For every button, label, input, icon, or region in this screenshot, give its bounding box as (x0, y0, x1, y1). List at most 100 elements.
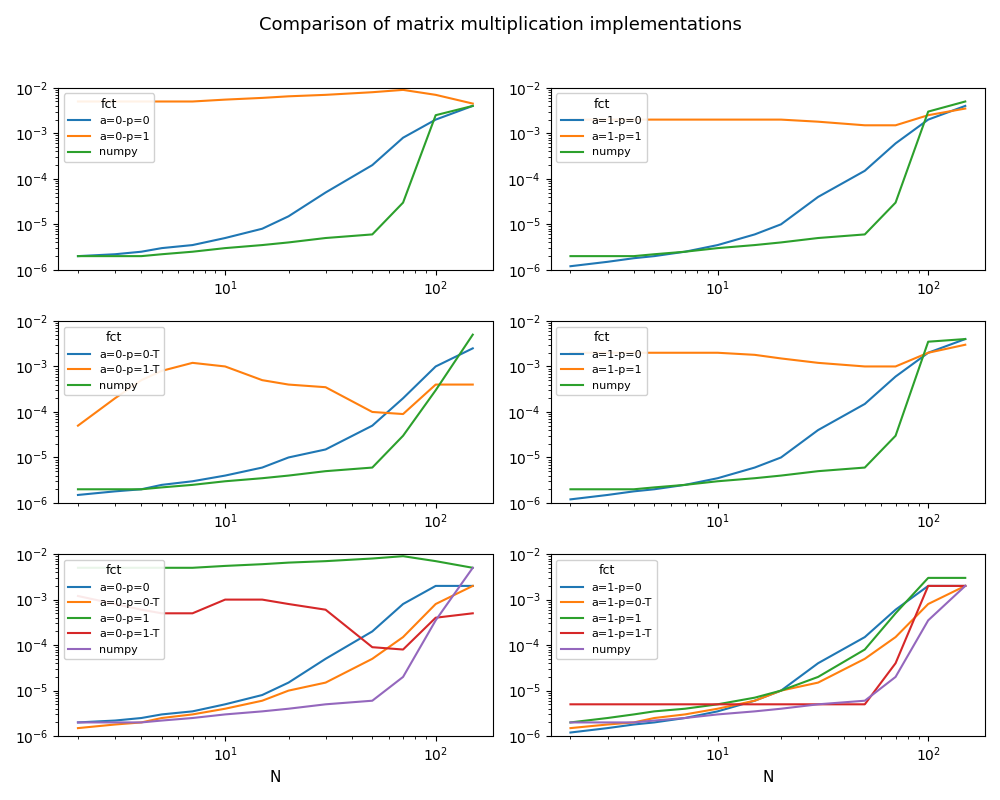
X-axis label: N: N (762, 770, 774, 785)
a=0-p=1 (397, 551, 409, 561)
Text: Comparison of matrix multiplication implementations: Comparison of matrix multiplication impl… (259, 16, 741, 34)
Line: a=0-p=1-T: a=0-p=1-T (78, 363, 473, 426)
a=0-p=0 (109, 716, 121, 726)
a=0-p=1-T (135, 375, 147, 385)
a=0-p=1 (366, 554, 378, 563)
a=1-p=0 (564, 494, 576, 504)
a=0-p=0 (256, 690, 268, 700)
a=0-p=0 (72, 251, 84, 261)
a=1-p=0-T (812, 678, 824, 687)
a=1-p=0 (922, 115, 934, 125)
a=0-p=1-T (467, 609, 479, 618)
a=1-p=0-T (564, 723, 576, 733)
X-axis label: N: N (270, 770, 281, 785)
a=1-p=1 (749, 350, 761, 360)
a=0-p=1-T (72, 421, 84, 430)
a=0-p=1 (256, 93, 268, 102)
Line: numpy: numpy (78, 568, 473, 722)
a=0-p=1-T (320, 605, 332, 614)
numpy (283, 470, 295, 480)
a=1-p=0 (712, 474, 724, 483)
a=0-p=0-T (135, 718, 147, 727)
a=0-p=0-T (366, 654, 378, 664)
a=1-p=0-T (890, 632, 902, 642)
a=0-p=1 (72, 97, 84, 106)
numpy (135, 485, 147, 494)
numpy (219, 710, 231, 719)
a=1-p=1-T (859, 699, 871, 709)
a=1-p=1 (749, 115, 761, 125)
a=0-p=0-T (283, 453, 295, 462)
numpy (320, 466, 332, 476)
a=0-p=1 (283, 558, 295, 567)
a=0-p=1-T (430, 380, 442, 390)
a=1-p=0 (602, 257, 614, 266)
a=1-p=1 (859, 121, 871, 130)
numpy (922, 337, 934, 346)
a=1-p=1-T (648, 699, 660, 709)
a=1-p=1 (648, 706, 660, 716)
a=0-p=0 (135, 714, 147, 723)
numpy (256, 240, 268, 250)
a=1-p=0 (749, 230, 761, 239)
a=1-p=0 (890, 605, 902, 614)
numpy (712, 710, 724, 719)
a=1-p=0 (628, 720, 640, 730)
numpy (602, 251, 614, 261)
a=0-p=0-T (397, 394, 409, 403)
a=0-p=1-T (156, 609, 168, 618)
a=1-p=1 (564, 718, 576, 727)
a=0-p=1 (366, 87, 378, 97)
a=0-p=1 (109, 563, 121, 573)
a=1-p=1 (564, 115, 576, 125)
a=0-p=0-T (219, 470, 231, 480)
a=1-p=1 (922, 573, 934, 582)
Line: a=1-p=0-T: a=1-p=0-T (570, 586, 965, 728)
numpy (430, 110, 442, 120)
a=0-p=0 (467, 581, 479, 590)
a=0-p=0 (219, 234, 231, 243)
a=1-p=1 (628, 115, 640, 125)
a=1-p=0 (749, 462, 761, 472)
numpy (859, 696, 871, 706)
numpy (712, 243, 724, 253)
a=1-p=0 (564, 728, 576, 738)
Line: a=1-p=0: a=1-p=0 (570, 339, 965, 499)
numpy (775, 470, 787, 480)
a=1-p=0 (628, 254, 640, 263)
a=1-p=0 (628, 486, 640, 496)
a=1-p=0 (775, 453, 787, 462)
a=0-p=0-T (187, 477, 199, 486)
a=1-p=0 (959, 101, 971, 110)
Line: a=0-p=0-T: a=0-p=0-T (78, 586, 473, 728)
numpy (959, 97, 971, 106)
numpy (109, 485, 121, 494)
a=1-p=1 (959, 573, 971, 582)
Legend: a=1-p=0, a=1-p=1, numpy: a=1-p=0, a=1-p=1, numpy (556, 94, 647, 162)
numpy (922, 615, 934, 625)
a=1-p=1 (922, 110, 934, 120)
a=0-p=1 (109, 97, 121, 106)
a=1-p=0 (922, 348, 934, 358)
a=0-p=1 (72, 563, 84, 573)
a=1-p=1 (564, 348, 576, 358)
numpy (564, 251, 576, 261)
numpy (602, 718, 614, 727)
a=1-p=1-T (628, 699, 640, 709)
a=1-p=1-T (812, 699, 824, 709)
a=1-p=1 (602, 348, 614, 358)
numpy (430, 386, 442, 395)
a=0-p=0 (256, 224, 268, 234)
numpy (628, 485, 640, 494)
a=0-p=0-T (187, 710, 199, 719)
numpy (648, 482, 660, 492)
a=1-p=1-T (712, 699, 724, 709)
Line: a=1-p=1: a=1-p=1 (570, 578, 965, 722)
Legend: a=0-p=0, a=0-p=0-T, a=0-p=1, a=0-p=1-T, numpy: a=0-p=0, a=0-p=0-T, a=0-p=1, a=0-p=1-T, … (64, 560, 164, 659)
numpy (467, 563, 479, 573)
numpy (679, 247, 691, 257)
a=1-p=0 (775, 686, 787, 695)
a=1-p=1 (812, 672, 824, 682)
a=1-p=1 (679, 115, 691, 125)
a=0-p=0-T (256, 462, 268, 472)
